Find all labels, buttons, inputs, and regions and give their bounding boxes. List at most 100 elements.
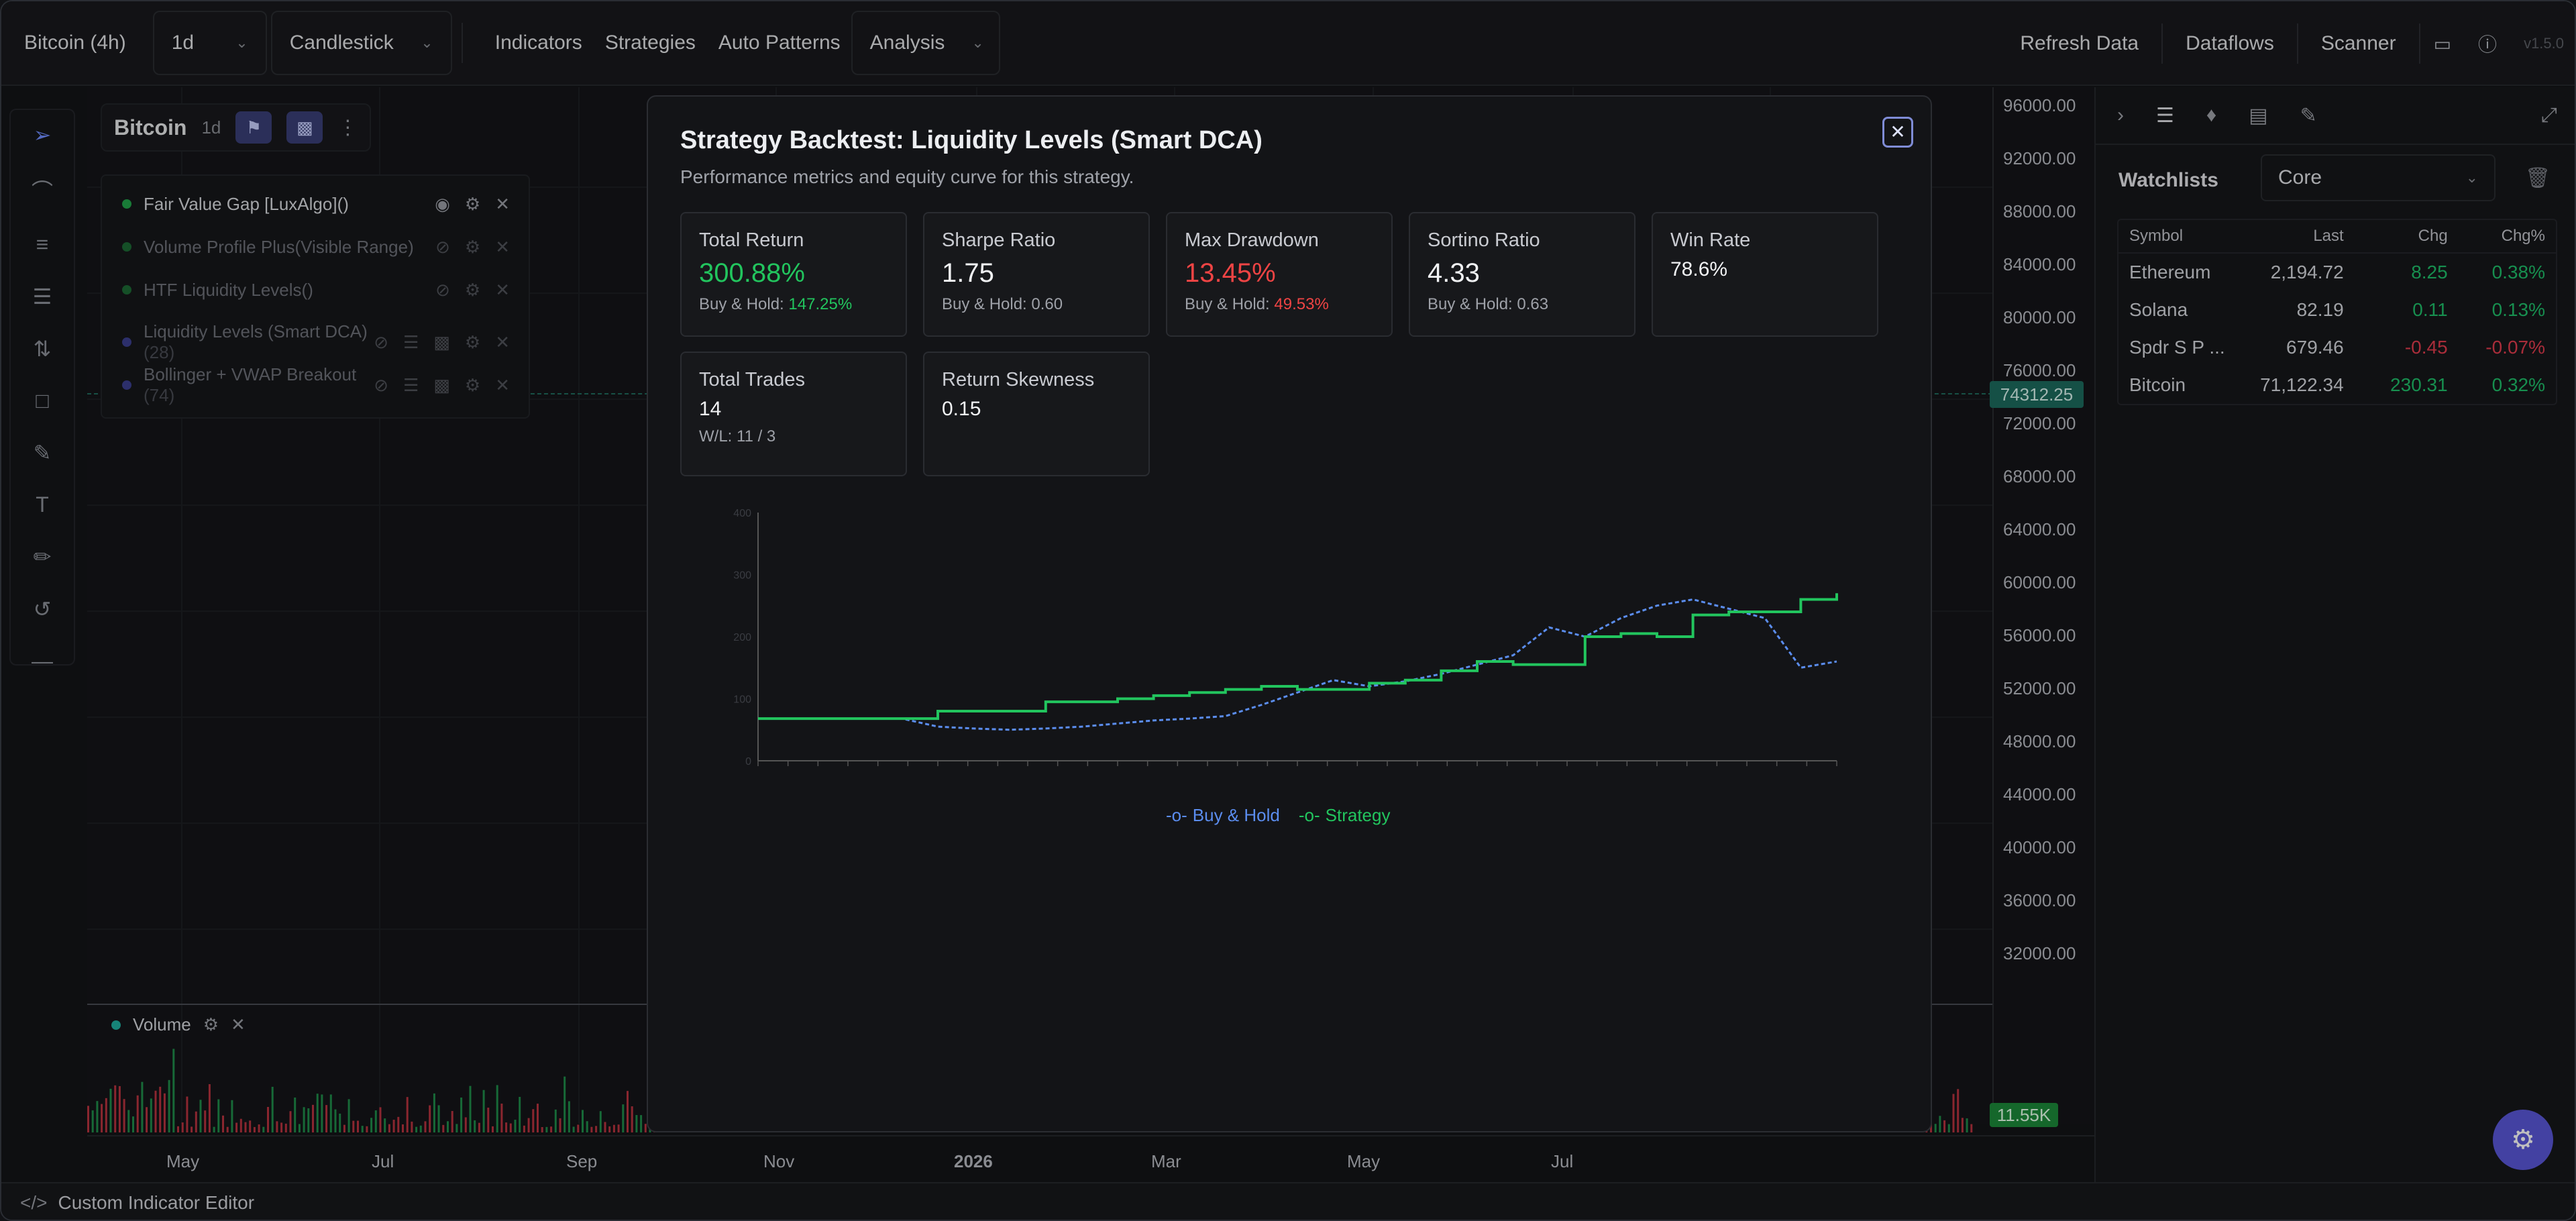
indicator-row[interactable]: Fair Value Gap [LuxAlgo]() ◉ ⚙ ✕ <box>102 182 529 225</box>
minus-icon[interactable]: — <box>32 649 53 673</box>
volume-bar <box>303 1107 305 1132</box>
list-icon[interactable]: ☰ <box>403 331 419 352</box>
legend-line-icon: -o- <box>1166 805 1187 825</box>
watchlist-select[interactable]: Core ⌄ <box>2261 154 2496 201</box>
bookmark-icon[interactable]: ⚑ <box>235 111 272 144</box>
edit-icon[interactable]: ✎ <box>2300 104 2317 127</box>
horizontal-lines-icon[interactable]: ≡ <box>36 232 49 256</box>
eye-off-icon[interactable]: ⊘ <box>435 236 450 257</box>
backtest-icon[interactable]: ▩ <box>433 331 450 352</box>
price-scale[interactable]: 96000.00 92000.00 88000.00 84000.00 8000… <box>1992 87 2094 1124</box>
table-row[interactable]: Spdr S P ... 679.46 -0.45 -0.07% <box>2118 329 2556 366</box>
volume-bar <box>141 1081 144 1132</box>
indicator-dot <box>122 199 131 209</box>
bar-chart-icon[interactable]: ▩ <box>286 111 323 144</box>
indicator-row[interactable]: Bollinger + VWAP Breakout (74) ⊘ ☰ ▩ ⚙ ✕ <box>102 364 529 407</box>
code-icon[interactable]: </> <box>20 1192 48 1213</box>
close-icon[interactable]: ✕ <box>495 279 510 300</box>
gear-icon[interactable]: ⚙ <box>464 236 481 257</box>
card-value: 0.15 <box>942 398 981 420</box>
trendline-icon[interactable]: ⌒ <box>31 179 53 203</box>
indicator-row[interactable]: Volume Profile Plus(Visible Range) ⊘ ⚙ ✕ <box>102 225 529 268</box>
close-icon[interactable]: ✕ <box>495 236 510 257</box>
table-row[interactable]: Solana 82.19 0.11 0.13% <box>2118 291 2556 329</box>
gear-icon[interactable]: ⚙ <box>464 374 481 395</box>
volume-bar <box>226 1126 229 1132</box>
gear-icon[interactable]: ⚙ <box>464 193 481 214</box>
gear-icon[interactable]: ⚙ <box>464 331 481 352</box>
collapse-panel-icon[interactable]: › <box>2117 104 2124 126</box>
refresh-data-button[interactable]: Refresh Data <box>1997 1 2161 86</box>
strategy-count: (28) <box>144 342 175 362</box>
time-axis[interactable]: May Jul Sep Nov 2026 Mar May Jul <box>87 1135 2094 1182</box>
gear-icon[interactable]: ⚙ <box>203 1014 219 1034</box>
volume-bar <box>474 1120 476 1132</box>
watchlist-icon[interactable]: ☰ <box>2156 104 2174 127</box>
backtest-icon[interactable]: ▩ <box>433 374 450 395</box>
text-icon[interactable]: T <box>36 492 49 517</box>
expand-icon[interactable]: ⤢ <box>2541 104 2557 126</box>
rectangle-icon[interactable]: □ <box>36 388 49 413</box>
pen-icon[interactable]: ✎ <box>33 441 52 465</box>
volume-bar <box>604 1122 606 1132</box>
close-icon[interactable]: ✕ <box>495 374 510 395</box>
price-label: 60000.00 <box>2003 572 2076 592</box>
help-icon[interactable]: ⓘ <box>2478 34 2498 55</box>
chart-title: Bitcoin <box>114 115 187 140</box>
eye-off-icon[interactable]: ⊘ <box>435 279 450 300</box>
eye-off-icon[interactable]: ⊘ <box>374 331 388 352</box>
dataflows-button[interactable]: Dataflows <box>2163 1 2297 86</box>
volume-bar <box>627 1091 629 1132</box>
interval-select[interactable]: 1d ⌄ <box>152 11 267 75</box>
volume-bar <box>608 1126 611 1132</box>
bell-icon[interactable]: ♦ <box>2206 104 2217 126</box>
menu-auto-patterns[interactable]: Auto Patterns <box>718 1 863 85</box>
close-icon[interactable]: ✕ <box>231 1014 246 1034</box>
menu-analysis[interactable]: Analysis ⌄ <box>851 11 1000 75</box>
row-change: -0.45 <box>2404 337 2448 358</box>
cursor-icon[interactable]: ➢ <box>33 123 52 147</box>
indicator-row[interactable]: Liquidity Levels (Smart DCA) (28) ⊘ ☰ ▩ ⚙ ✕ <box>102 321 529 364</box>
close-icon[interactable]: ✕ <box>1882 117 1913 148</box>
table-row[interactable]: Ethereum 2,194.72 8.25 0.38% <box>2118 254 2556 291</box>
watchlists-title: Watchlists <box>2118 169 2218 191</box>
measure-icon[interactable]: ⇅ <box>33 337 52 361</box>
volume-label: Volume <box>133 1014 191 1034</box>
fib-icon[interactable]: ☰ <box>32 284 52 309</box>
ai-assistant-icon[interactable]: ⚙ <box>2493 1110 2553 1170</box>
gear-icon[interactable]: ⚙ <box>464 279 481 300</box>
close-icon[interactable]: ✕ <box>495 193 510 214</box>
legend-strategy[interactable]: -o- Strategy <box>1299 805 1391 826</box>
eye-off-icon[interactable]: ⊘ <box>374 374 388 395</box>
row-last: 2,194.72 <box>2270 262 2344 282</box>
list-icon[interactable]: ☰ <box>403 374 419 395</box>
ruler-icon[interactable]: ✏ <box>33 545 52 569</box>
file-icon[interactable]: ▤ <box>2249 104 2268 127</box>
layout-icon[interactable]: ▭ <box>2433 33 2452 54</box>
indicator-row[interactable]: HTF Liquidity Levels() ⊘ ⚙ ✕ <box>102 268 529 311</box>
top-toolbar: Bitcoin (4h) 1d ⌄ Candlestick ⌄ Indicators… <box>1 1 2575 86</box>
custom-indicator-editor-button[interactable]: Custom Indicator Editor <box>58 1192 255 1213</box>
scanner-button[interactable]: Scanner <box>2298 1 2419 86</box>
chart-type-select[interactable]: Candlestick ⌄ <box>270 11 452 75</box>
more-vertical-icon[interactable]: ⋮ <box>337 116 358 139</box>
volume-bar <box>276 1121 278 1132</box>
legend-buy-hold[interactable]: -o- Buy & Hold <box>1166 805 1280 826</box>
chevron-down-icon: ⌄ <box>421 34 433 51</box>
table-row[interactable]: Bitcoin 71,122.34 230.31 0.32% <box>2118 366 2556 404</box>
volume-bar <box>550 1126 553 1132</box>
symbol-button[interactable]: Bitcoin (4h) <box>1 1 149 85</box>
trash-icon[interactable]: 🗑 <box>2525 167 2551 189</box>
menu-indicators[interactable]: Indicators <box>472 1 605 85</box>
volume-bar <box>433 1093 435 1132</box>
volume-bar <box>595 1126 598 1132</box>
volume-bar <box>572 1126 575 1132</box>
price-label: 92000.00 <box>2003 148 2076 168</box>
close-icon[interactable]: ✕ <box>495 331 510 352</box>
volume-bar <box>519 1096 521 1132</box>
eye-icon[interactable]: ◉ <box>435 193 450 214</box>
indicator-actions: ⊘ ☰ ▩ ⚙ ✕ <box>374 332 529 353</box>
menu-strategies[interactable]: Strategies <box>605 1 718 85</box>
undo-icon[interactable]: ↺ <box>33 597 52 621</box>
